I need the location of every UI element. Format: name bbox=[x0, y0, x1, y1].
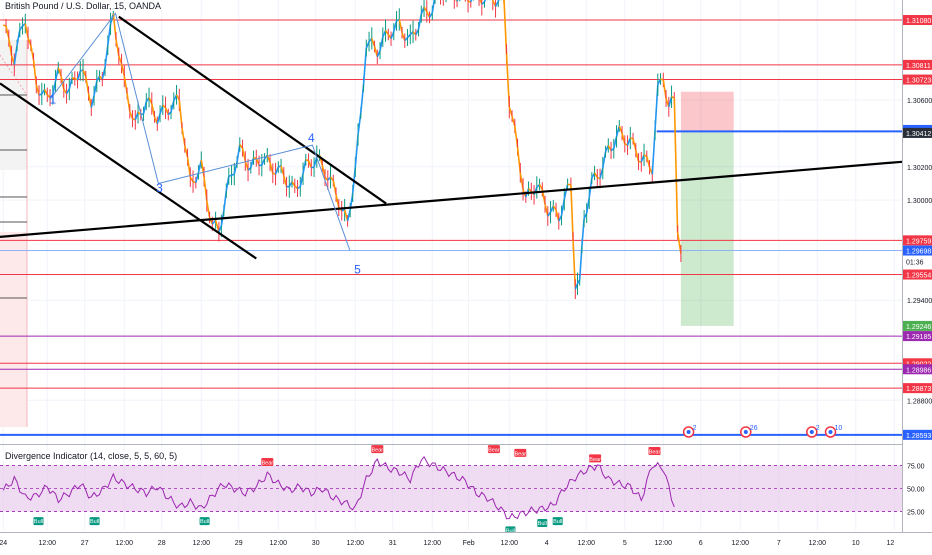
wave-label: 1 bbox=[49, 92, 56, 106]
price-line-label: 1.28986 bbox=[906, 367, 931, 374]
price-line-label: 1.29759 bbox=[906, 238, 931, 245]
bull-label: Bull bbox=[200, 519, 209, 525]
time-tick-label: 12:00 bbox=[193, 540, 211, 547]
time-axis[interactable]: 24 12:00 27 12:00 28 12:00 29 12:00 30 12:00 31 12:… bbox=[0, 532, 932, 550]
current-price-label: 1.29698 bbox=[906, 249, 931, 256]
bear-label: Bear bbox=[589, 457, 601, 463]
bull-label: Bull bbox=[90, 519, 99, 525]
wave-path bbox=[50, 13, 350, 250]
event-count: 10 bbox=[835, 425, 843, 432]
bull-label: Bull bbox=[34, 519, 43, 525]
indicator-tick-label: 25.00 bbox=[907, 510, 925, 517]
time-tick-label: 4 bbox=[545, 540, 549, 547]
take-profit-label: 1.29246 bbox=[906, 324, 931, 331]
take-profit-zone bbox=[681, 131, 734, 325]
price-segment bbox=[485, 0, 488, 2]
time-tick-label: 12:00 bbox=[501, 540, 519, 547]
time-tick-label: 12:00 bbox=[116, 540, 134, 547]
time-tick-label: 28 bbox=[158, 540, 166, 547]
countdown-label: 01:36 bbox=[906, 260, 924, 267]
event-count: 2 bbox=[693, 425, 697, 432]
price-tick-label: 1.28800 bbox=[907, 398, 932, 405]
time-tick-label: 12:00 bbox=[578, 540, 596, 547]
stop-loss-zone bbox=[681, 92, 734, 132]
time-tick-label: 12 bbox=[887, 540, 895, 547]
price-line-label: 1.30723 bbox=[906, 78, 931, 85]
time-tick-label: 6 bbox=[699, 540, 703, 547]
bear-label: Bear bbox=[514, 451, 526, 457]
time-tick-label: 12:00 bbox=[424, 540, 442, 547]
time-tick-label: 24 bbox=[0, 540, 7, 547]
price-tick-label: 1.30600 bbox=[907, 98, 932, 105]
indicator-tick-label: 75.00 bbox=[907, 463, 925, 470]
time-tick-label: 12:00 bbox=[655, 540, 673, 547]
price-line-label: 1.31080 bbox=[906, 18, 931, 25]
event-count: 26 bbox=[750, 425, 758, 432]
time-tick-label: 27 bbox=[81, 540, 89, 547]
price-line-label: 1.28593 bbox=[906, 433, 931, 440]
bear-label: Bear bbox=[488, 448, 500, 454]
time-tick-label: 12:00 bbox=[39, 540, 57, 547]
trend-line bbox=[0, 83, 256, 258]
time-tick-label: 12:00 bbox=[270, 540, 288, 547]
price-line-label: 1.29185 bbox=[906, 334, 931, 341]
time-tick-label: 29 bbox=[235, 540, 243, 547]
bull-label: Bull bbox=[553, 519, 562, 525]
wave-label: 4 bbox=[308, 131, 315, 145]
time-tick-label: 5 bbox=[623, 540, 627, 547]
price-segment bbox=[674, 98, 677, 232]
price-tick-label: 1.30000 bbox=[907, 198, 932, 205]
wave-label: 5 bbox=[354, 263, 361, 277]
left-strip-red bbox=[0, 232, 27, 427]
time-tick-label: 12:00 bbox=[809, 540, 827, 547]
indicator-tick-label: 50.00 bbox=[907, 487, 925, 494]
horizontal-lines bbox=[0, 20, 902, 435]
indicator-title: Divergence Indicator (14, close, 5, 5, 6… bbox=[2, 451, 180, 461]
time-tick-label: 10 bbox=[852, 540, 860, 547]
event-flag-center bbox=[829, 430, 833, 434]
price-line-label: 1.28873 bbox=[906, 386, 931, 393]
wave-annotation: 12345 bbox=[49, 0, 361, 277]
bear-label: Bear bbox=[371, 448, 383, 454]
trend-line bbox=[119, 17, 386, 204]
event-flag-center bbox=[744, 430, 748, 434]
position-tool[interactable] bbox=[681, 92, 734, 326]
time-tick-label: 7 bbox=[777, 540, 781, 547]
symbol-title: British Pound / U.S. Dollar, 15, OANDA bbox=[2, 1, 164, 11]
price-tick-label: 1.30200 bbox=[907, 165, 932, 172]
price-series bbox=[3, 0, 681, 299]
entry-grey-label: 1.30412 bbox=[906, 131, 931, 138]
price-line-label: 1.29554 bbox=[906, 273, 931, 280]
time-tick-label: Feb bbox=[463, 540, 475, 547]
price-axis[interactable]: 1.30600 1.30200 1.30000 1.29400 1.28800 1.310… bbox=[902, 0, 932, 550]
time-tick-label: 12:00 bbox=[732, 540, 750, 547]
price-line-label: 1.30811 bbox=[906, 63, 931, 70]
event-count: 2 bbox=[816, 425, 820, 432]
time-tick-label: 30 bbox=[312, 540, 320, 547]
price-tick-label: 1.29400 bbox=[907, 298, 932, 305]
time-tick-label: 12:00 bbox=[347, 540, 365, 547]
event-flag-center bbox=[687, 430, 691, 434]
trend-lines[interactable] bbox=[0, 17, 902, 259]
time-tick-label: 31 bbox=[389, 540, 397, 547]
event-flag-center bbox=[810, 430, 814, 434]
bear-label: Bear bbox=[649, 449, 661, 455]
wave-label: 3 bbox=[156, 181, 163, 195]
bull-label: Bull bbox=[538, 521, 547, 527]
bear-label: Bear bbox=[261, 461, 273, 467]
trend-line bbox=[0, 162, 902, 237]
